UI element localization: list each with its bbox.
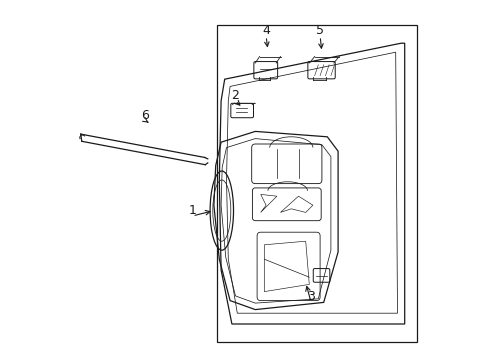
Bar [217,25,416,342]
Text: 1: 1 [188,204,196,217]
Text: 5: 5 [315,24,324,37]
Text: 6: 6 [141,109,149,122]
Text: 4: 4 [262,24,269,37]
Text: 2: 2 [231,89,239,102]
Text: 3: 3 [306,291,314,303]
